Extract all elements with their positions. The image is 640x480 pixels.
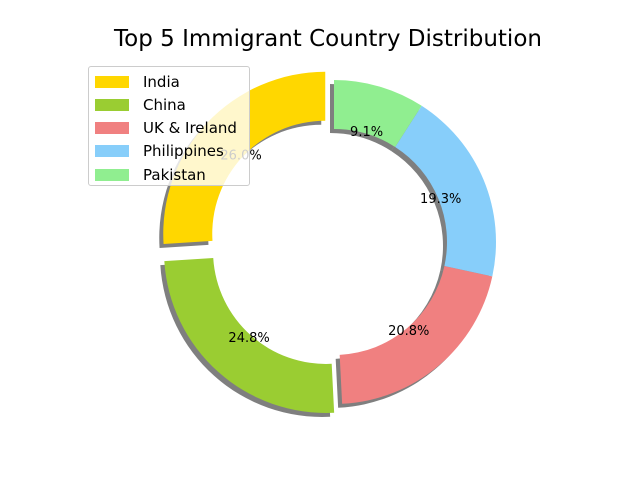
legend-item-philippines: Philippines bbox=[95, 140, 224, 163]
pct-label-pakistan: 9.1% bbox=[350, 125, 383, 140]
wedge-philippines bbox=[395, 105, 497, 277]
legend: India China UK & Ireland Philippines Pakista… bbox=[88, 66, 250, 186]
legend-swatch bbox=[95, 98, 129, 111]
legend-swatch bbox=[95, 145, 129, 158]
legend-swatch bbox=[95, 122, 129, 135]
legend-item-india: India bbox=[95, 70, 180, 93]
wedge-china bbox=[164, 258, 335, 413]
legend-swatch bbox=[95, 168, 129, 181]
legend-label: Pakistan bbox=[143, 165, 206, 184]
wedge-pakistan bbox=[334, 80, 422, 147]
pct-label-china: 24.8% bbox=[228, 331, 269, 346]
legend-label: China bbox=[143, 95, 186, 114]
pct-label-philippines: 19.3% bbox=[420, 192, 461, 207]
chart-title: Top 5 Immigrant Country Distribution bbox=[114, 26, 542, 52]
legend-swatch bbox=[95, 75, 129, 88]
legend-label: Philippines bbox=[143, 142, 224, 161]
wedge-india bbox=[163, 71, 326, 244]
pct-label-uk-ireland: 20.8% bbox=[388, 324, 429, 339]
legend-item-china: China bbox=[95, 93, 186, 116]
legend-label: India bbox=[143, 72, 180, 91]
wedge-layer bbox=[163, 71, 497, 413]
legend-label: UK & Ireland bbox=[143, 119, 237, 138]
legend-item-pakistan: Pakistan bbox=[95, 163, 206, 186]
wedge-uk-ireland bbox=[339, 265, 493, 404]
legend-item-uk-ireland: UK & Ireland bbox=[95, 117, 237, 140]
